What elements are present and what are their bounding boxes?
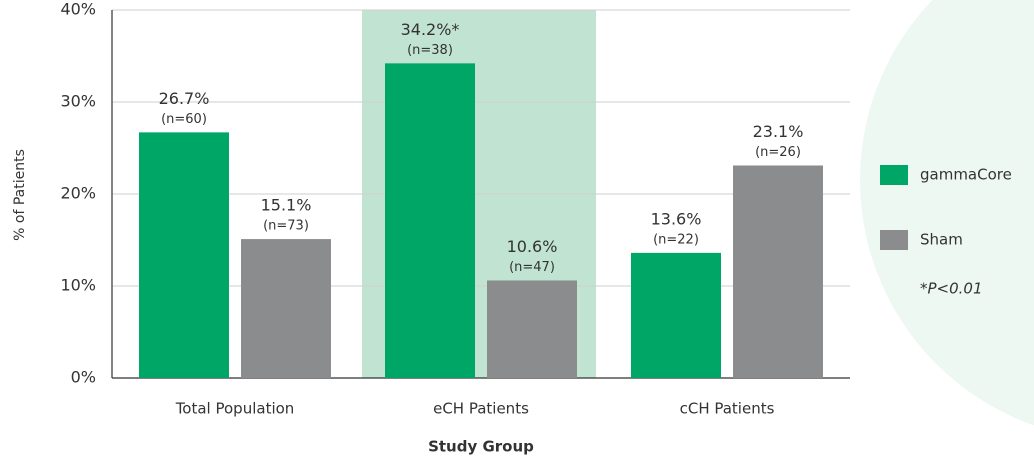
legend-swatch (880, 230, 908, 250)
n-label: (n=73) (263, 219, 309, 234)
y-tick-label: 30% (60, 92, 96, 111)
value-label: 34.2%* (401, 20, 460, 39)
value-label: 15.1% (261, 196, 312, 215)
x-axis-label: Study Group (428, 438, 534, 456)
x-tick-label: Total Population (175, 400, 295, 418)
legend-label: Sham (920, 231, 963, 249)
y-tick-label: 20% (60, 184, 96, 203)
bar (733, 165, 823, 378)
n-label: (n=22) (653, 232, 699, 247)
x-tick-label: cCH Patients (680, 400, 775, 418)
n-label: (n=47) (509, 260, 555, 275)
value-label: 10.6% (507, 237, 558, 256)
y-tick-label: 0% (71, 368, 96, 387)
n-label: (n=38) (407, 43, 453, 58)
y-tick-label: 10% (60, 276, 96, 295)
x-tick-label: eCH Patients (433, 400, 529, 418)
n-label: (n=60) (161, 112, 207, 127)
legend-swatch (880, 165, 908, 185)
decoration (860, 0, 1034, 426)
note: *P<0.01 (920, 280, 983, 298)
bar (139, 132, 229, 378)
bar (241, 239, 331, 378)
value-label: 13.6% (651, 209, 702, 228)
n-label: (n=26) (755, 145, 801, 160)
bar (385, 63, 475, 379)
legend-label: gammaCore (920, 166, 1012, 184)
y-tick-label: 40% (60, 0, 96, 19)
bar (631, 252, 721, 378)
value-label: 23.1% (753, 122, 804, 141)
bar (487, 280, 577, 378)
y-axis-label: % of Patients (12, 149, 28, 241)
value-label: 26.7% (159, 89, 210, 108)
